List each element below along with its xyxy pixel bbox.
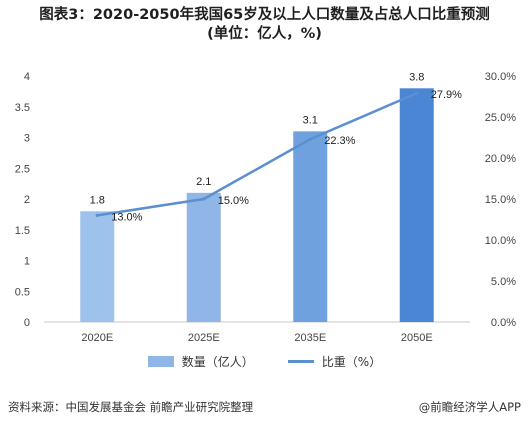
y-left-tick-label: 3.5 [15,102,30,114]
legend: 数量（亿人） 比重（%） [0,353,529,370]
legend-item-bar[interactable]: 数量（亿人） [147,353,254,370]
line-path [96,91,418,217]
chart-axes: 0 0.5 1 1.5 2 2.5 3 3.5 4 0.0% 5.0% 10.0% 15.0% 20.0%… [15,71,517,344]
y-right-tick-label: 0.0% [491,317,516,329]
legend-item-line[interactable]: 比重（%） [287,353,382,370]
line-value-label: 13.0% [111,211,142,223]
x-tick-label: 2020E [81,332,113,344]
chart-title: 图表3：2020-2050年我国65岁及以上人口数量及占总人口比重预测 (单位：… [0,6,529,44]
chart-area: 0 0.5 1 1.5 2 2.5 3 3.5 4 0.0% 5.0% 10.0% 15.0% 20.0%… [15,71,517,344]
bar-series [80,88,434,322]
legend-line-swatch [287,360,314,363]
y-left-tick-label: 2.5 [15,163,30,175]
y-left-tick-label: 2 [24,194,30,206]
footer: 资料来源：中国发展基金会 前瞻产业研究院整理 @前瞻经济学人APP [0,395,529,423]
bar [399,88,434,322]
line-point [415,91,419,95]
x-tick-label: 2025E [188,332,220,344]
bar [293,131,328,322]
y-right-tick-label: 20.0% [485,153,516,165]
line-point [308,137,312,141]
brand-credit: @前瞻经济学人APP [418,400,521,414]
bar-value-label: 3.8 [409,71,424,83]
y-left-tick-label: 0.5 [15,286,30,298]
legend-line-label: 比重（%） [321,355,382,369]
y-right-tick-label: 5.0% [491,276,516,288]
line-point [95,213,99,217]
x-tick-label: 2050E [401,332,433,344]
y-right-tick-label: 30.0% [485,71,516,83]
y-left-tick-label: 1 [24,256,30,268]
y-left-tick-label: 1.5 [15,225,30,237]
chart-title-line1: 图表3：2020-2050年我国65岁及以上人口数量及占总人口比重预测 [39,7,490,23]
y-left-tick-label: 3 [24,133,30,145]
line-series [95,91,419,217]
bar [80,211,115,322]
bar-value-label: 2.1 [196,176,211,188]
bar-value-label: 3.1 [303,114,318,126]
x-tick-label: 2035E [294,332,326,344]
line-value-label: 27.9% [431,89,462,101]
data-labels: 1.8 2.1 3.1 3.8 13.0% 15.0% 22.3% 27.9% [90,71,463,223]
y-right-tick-label: 10.0% [485,235,516,247]
chart-title-line2: (单位：亿人，%) [207,26,322,42]
line-value-label: 15.0% [218,195,249,207]
line-point [202,197,206,201]
legend-bar-label: 数量（亿人） [181,355,254,369]
line-value-label: 22.3% [324,135,355,147]
y-right-tick-label: 25.0% [485,112,516,124]
legend-bar-swatch [147,356,174,367]
y-left-tick-label: 0 [24,317,30,329]
bar-value-label: 1.8 [90,194,105,206]
source-note: 资料来源：中国发展基金会 前瞻产业研究院整理 [8,400,254,414]
y-left-tick-label: 4 [24,71,30,83]
y-right-tick-label: 15.0% [485,194,516,206]
bar [186,192,221,322]
